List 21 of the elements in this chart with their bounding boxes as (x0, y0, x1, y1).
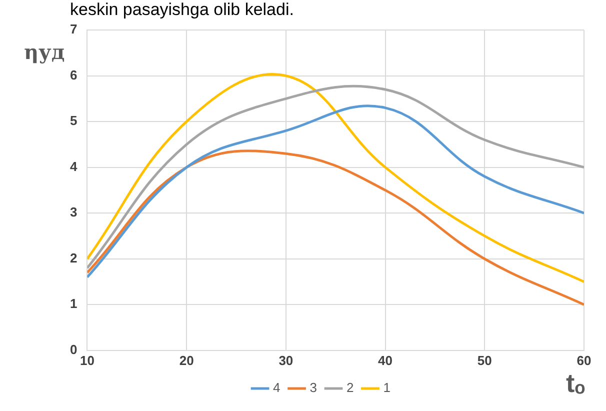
legend-label: 4 (273, 380, 280, 396)
y-tick-label: 2 (70, 250, 78, 266)
y-tick-label: 4 (70, 158, 78, 174)
x-tick-label: 20 (179, 352, 194, 368)
y-tick-label: 0 (70, 342, 78, 357)
y-tick-label: 3 (70, 204, 78, 220)
x-tick-label: 60 (576, 352, 592, 368)
legend-label: 2 (346, 380, 354, 396)
legend-label: 3 (310, 380, 318, 396)
x-tick-label: 30 (278, 352, 294, 368)
x-tick-label: 10 (80, 352, 94, 368)
x-tick-label: 50 (477, 352, 492, 368)
y-tick-label: 1 (70, 296, 78, 312)
x-tick-label: 40 (378, 352, 393, 368)
y-tick-label: 5 (70, 113, 78, 128)
text: keskin pasayishga olib keladi. (70, 0, 294, 20)
y-tick-label: 7 (70, 22, 78, 37)
y-axis-title: ηуд (24, 40, 65, 64)
legend-label: 1 (383, 380, 390, 396)
y-tick-label: 6 (70, 67, 78, 82)
x-axis-title: tₒ (566, 368, 586, 399)
